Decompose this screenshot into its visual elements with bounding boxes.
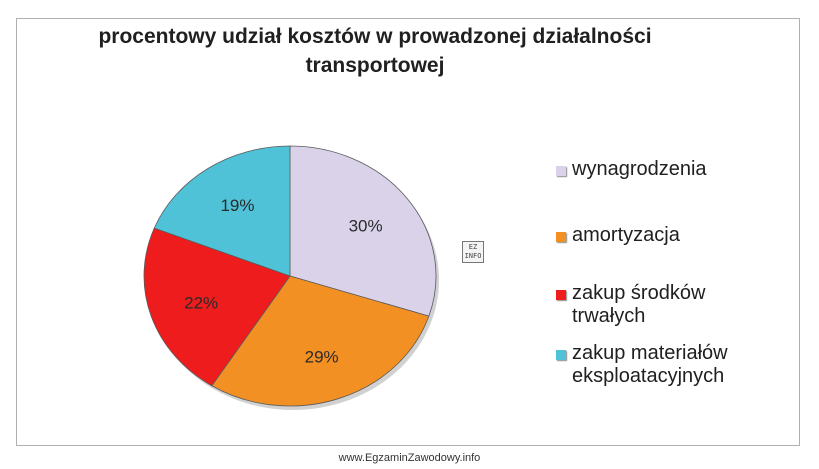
- legend-swatch: [556, 290, 566, 300]
- legend-swatch: [556, 232, 566, 242]
- legend-item: wynagrodzenia: [556, 158, 796, 181]
- ez-info-logo: EZ INFO: [462, 241, 484, 263]
- chart-title: procentowy udział kosztów w prowadzonej …: [98, 25, 652, 77]
- legend-label: zakup materiałów eksploatacyjnych: [572, 342, 728, 387]
- legend-label: zakup środków trwałych: [572, 282, 706, 327]
- legend-item: amortyzacja: [556, 224, 796, 247]
- legend-label: amortyzacja: [572, 224, 680, 246]
- slice-data-label: 19%: [220, 196, 254, 215]
- footer-url: www.EgzaminZawodowy.info: [338, 452, 481, 464]
- legend-label: wynagrodzenia: [572, 158, 707, 180]
- legend-item: zakup materiałów eksploatacyjnych: [556, 342, 796, 388]
- slice-data-label: 30%: [349, 217, 383, 236]
- pie-slice-1: [289, 145, 437, 317]
- pie-slice-3: [143, 227, 291, 387]
- pie-slice-4: [153, 145, 291, 277]
- legend-item: zakup środków trwałych: [556, 282, 796, 328]
- slice-data-label: 29%: [305, 348, 339, 367]
- legend-swatch: [556, 350, 566, 360]
- slice-data-label: 22%: [184, 294, 218, 313]
- legend-swatch: [556, 166, 566, 176]
- pie-slice-2: [211, 275, 430, 407]
